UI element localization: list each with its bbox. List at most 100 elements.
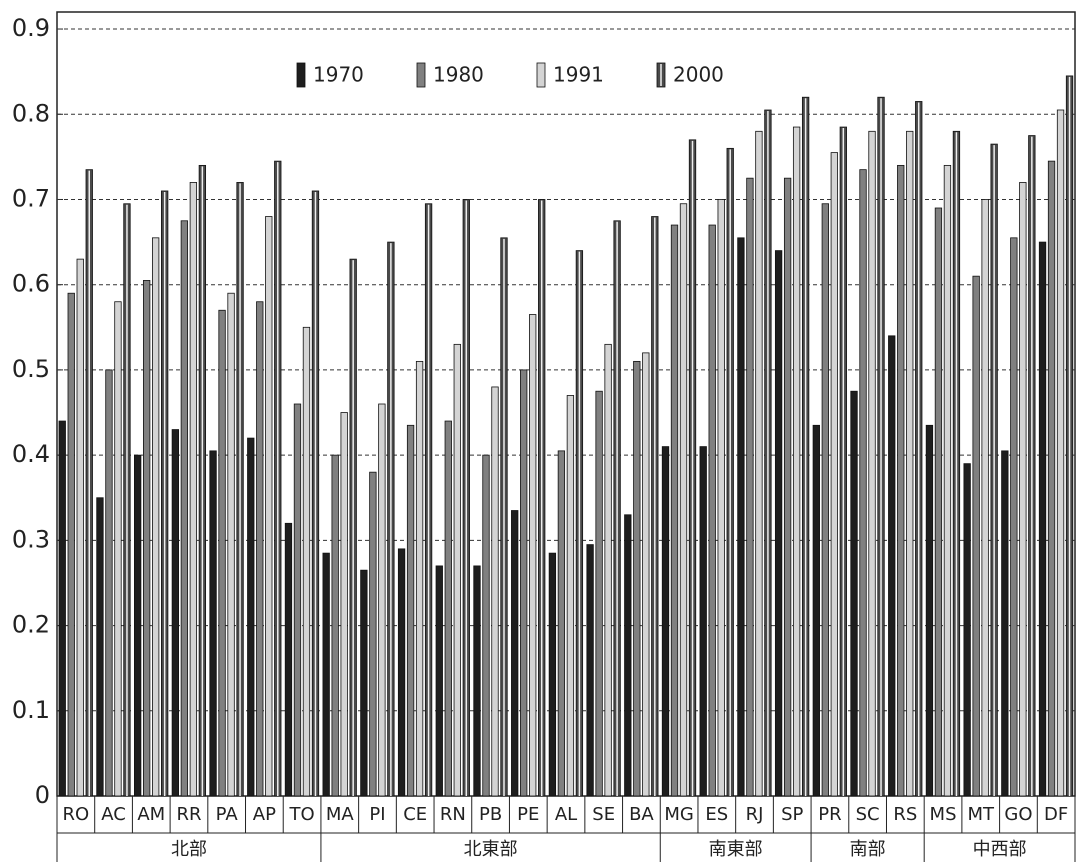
bar — [435, 565, 443, 797]
bar — [859, 169, 867, 797]
x-tick-label: PB — [479, 804, 502, 825]
bar — [661, 446, 670, 797]
bar — [1047, 160, 1056, 797]
bar — [746, 177, 754, 797]
legend-swatch — [536, 62, 546, 88]
bar — [934, 207, 943, 797]
bar — [265, 216, 273, 797]
x-tick-label: SP — [781, 804, 803, 825]
x-tick-label: MS — [930, 804, 957, 825]
bar — [868, 130, 876, 797]
bar — [67, 292, 75, 797]
x-tick-label: GO — [1004, 804, 1032, 825]
y-tick-label: 0.8 — [12, 99, 50, 127]
y-tick-label: 0.9 — [12, 14, 50, 42]
x-tick-label: SE — [592, 804, 615, 825]
bar — [963, 463, 971, 797]
bar — [566, 395, 575, 797]
bar — [293, 403, 302, 797]
bar — [888, 335, 896, 797]
bar — [774, 250, 783, 797]
y-tick-label: 0.1 — [12, 696, 50, 724]
bar — [444, 420, 452, 797]
group-label: 南東部 — [709, 839, 763, 860]
bar — [717, 199, 725, 797]
bar — [1019, 182, 1027, 797]
bar — [340, 412, 348, 797]
bar — [1010, 237, 1018, 797]
bar — [415, 360, 424, 797]
bar — [171, 429, 180, 797]
bar — [529, 314, 537, 797]
bar — [284, 522, 293, 797]
bar — [105, 369, 113, 797]
bar — [180, 220, 189, 797]
bar — [369, 471, 377, 797]
bar — [981, 199, 989, 797]
bar — [557, 450, 566, 797]
bar — [511, 510, 519, 797]
y-tick-label: 0 — [35, 781, 50, 809]
bar — [737, 237, 745, 797]
bar — [227, 292, 235, 797]
x-tick-label: SC — [856, 804, 880, 825]
bar — [972, 275, 980, 797]
bar — [189, 182, 198, 797]
y-tick-label: 0.4 — [12, 440, 50, 468]
bar — [302, 326, 311, 797]
bar — [114, 301, 122, 797]
bar — [943, 164, 952, 797]
bar — [548, 552, 557, 797]
bar — [792, 126, 801, 797]
bar — [604, 343, 612, 797]
bar — [830, 152, 838, 797]
x-tick-label: PE — [517, 804, 539, 825]
x-tick-label: RN — [440, 804, 466, 825]
legend-swatch — [296, 62, 306, 88]
x-tick-label: RJ — [746, 804, 764, 825]
group-label: 中西部 — [973, 839, 1027, 860]
y-tick-label: 0.3 — [12, 525, 50, 553]
y-tick-label: 0.6 — [12, 270, 50, 298]
bar — [755, 130, 763, 797]
bar — [453, 343, 461, 797]
x-tick-label: RO — [63, 804, 90, 825]
x-tick-label: BA — [629, 804, 654, 825]
x-tick-label: AC — [101, 804, 126, 825]
x-tick-label: RS — [893, 804, 917, 825]
bar — [378, 403, 386, 797]
bar — [322, 552, 330, 797]
x-tick-label: PI — [369, 804, 385, 825]
legend-label: 1970 — [313, 63, 364, 87]
x-tick-label: DF — [1044, 804, 1068, 825]
legend-label: 2000 — [673, 63, 724, 87]
bar — [670, 224, 679, 797]
bar — [679, 203, 688, 797]
bar — [331, 454, 339, 797]
bar — [906, 130, 914, 797]
bar — [1038, 241, 1047, 797]
y-tick-label: 0.2 — [12, 611, 50, 639]
bar — [1001, 450, 1009, 797]
bar — [209, 450, 217, 797]
x-tick-label: RR — [176, 804, 201, 825]
bar — [134, 454, 142, 797]
bar — [491, 386, 499, 797]
bar — [595, 390, 603, 797]
bar — [218, 309, 226, 797]
bar — [143, 280, 151, 797]
plot-frame — [56, 11, 1076, 797]
x-tick-label: MA — [326, 804, 355, 825]
bar — [925, 424, 934, 797]
bar — [850, 390, 858, 797]
legend-label: 1980 — [433, 63, 484, 87]
legend-swatch — [416, 62, 426, 88]
bar — [624, 514, 632, 797]
bar — [406, 424, 415, 797]
x-tick-label: AM — [137, 804, 165, 825]
bar — [247, 437, 255, 797]
bar — [897, 164, 905, 797]
group-label: 北部 — [171, 839, 207, 860]
y-tick-label: 0.5 — [12, 355, 50, 383]
